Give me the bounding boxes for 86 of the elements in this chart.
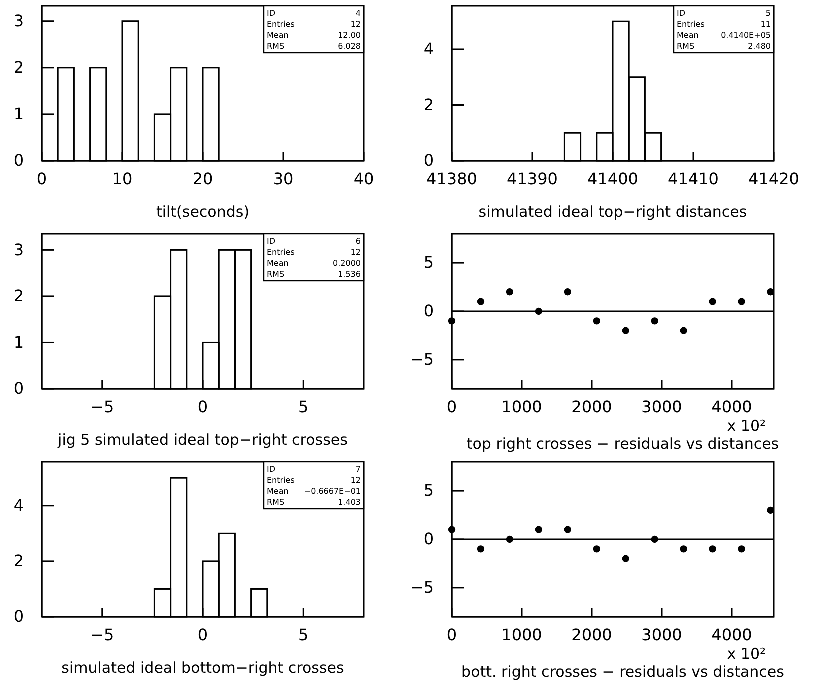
text: x 10²: [727, 417, 766, 435]
annotation: Entries: [267, 20, 295, 29]
x-tick-label: 2000: [572, 397, 612, 416]
y-tick-label: 5: [424, 481, 434, 500]
annotation: 5: [766, 9, 771, 18]
x-tick-label: 3000: [642, 397, 682, 416]
x-tick-label: 41420: [748, 169, 800, 188]
x-tick-label: −5: [90, 397, 114, 416]
annotation: 12: [350, 20, 361, 29]
y-tick-label: 0: [14, 151, 24, 170]
x-axis-title: tilt(seconds): [156, 203, 250, 221]
text: x 10²: [727, 645, 766, 663]
x-tick-label: 0: [36, 169, 48, 188]
annotation: RMS: [677, 42, 695, 51]
annotation: 7: [356, 465, 361, 474]
x-axis-title: simulated ideal top−right distances: [478, 203, 748, 221]
x-axis-title: simulated ideal bottom−right crosses: [62, 659, 345, 677]
y-tick-label: 0: [424, 151, 434, 170]
x-tick-label: 41390: [507, 169, 558, 188]
y-tick-label: 2: [424, 95, 434, 114]
annotation: ID: [267, 465, 276, 474]
x-tick-label: 4000: [712, 625, 752, 644]
x-tick-label: 41380: [426, 169, 478, 188]
annotation: 12.00: [338, 31, 361, 40]
annotation: 6: [356, 237, 361, 246]
x-tick-label: 5: [298, 397, 309, 416]
annotation: 0.2000: [333, 259, 361, 268]
x-tick-label: 0: [446, 625, 458, 644]
x-tick-label: 20: [192, 169, 214, 188]
y-tick-label: 5: [424, 253, 434, 272]
annotation: 12: [350, 476, 361, 485]
annotation: ID: [677, 9, 686, 18]
x-axis-title: top right crosses − residuals vs distances: [466, 435, 780, 453]
annotation: 12: [350, 248, 361, 257]
annotation: Mean: [267, 31, 289, 40]
annotation: RMS: [267, 270, 285, 279]
annotation: RMS: [267, 42, 285, 51]
x-tick-label: 1000: [502, 625, 542, 644]
annotation: Mean: [267, 487, 289, 496]
y-tick-label: −5: [410, 350, 434, 370]
x-tick-label: 0: [198, 397, 208, 416]
annotation: Mean: [677, 31, 699, 40]
annotation: 6.028: [338, 42, 361, 51]
x-tick-label: 30: [273, 169, 294, 188]
x-tick-label: 0: [446, 397, 458, 416]
y-tick-label: 2: [14, 286, 24, 306]
annotation: Entries: [677, 20, 705, 29]
y-tick-label: 0: [424, 530, 434, 549]
annotation: ID: [267, 9, 276, 18]
annotation: 2.480: [748, 42, 771, 51]
annotation: Mean: [267, 259, 289, 268]
y-tick-label: −5: [410, 578, 434, 598]
annotation: −0.6667E−01: [304, 487, 361, 496]
annotation: 11: [760, 20, 771, 29]
x-tick-label: 41410: [668, 169, 719, 188]
annotation: 0.4140E+05: [721, 31, 771, 40]
x-tick-label: 0: [198, 625, 208, 644]
y-tick-label: 4: [424, 40, 434, 59]
annotation: 1.403: [338, 498, 361, 507]
y-tick-label: 0: [14, 607, 24, 626]
x-tick-label: 5: [298, 625, 309, 644]
annotation: Entries: [267, 248, 295, 257]
x-tick-label: 41400: [588, 169, 638, 188]
x-axis-title: jig 5 simulated ideal top−right crosses: [57, 431, 348, 449]
x-tick-label: 2000: [572, 625, 612, 644]
x-tick-label: 40: [354, 169, 374, 188]
x-axis-title: bott. right crosses − residuals vs distances: [462, 663, 785, 681]
annotation: Entries: [267, 476, 295, 485]
y-tick-label: 4: [14, 496, 24, 516]
y-tick-label: 2: [14, 552, 24, 571]
y-tick-label: 0: [424, 302, 434, 321]
y-tick-label: 1: [14, 104, 24, 124]
x-tick-label: 1000: [502, 397, 542, 416]
y-tick-label: 1: [14, 332, 24, 352]
y-tick-label: 2: [14, 58, 24, 78]
annotation: 4: [356, 9, 361, 18]
x-tick-label: 3000: [642, 625, 682, 644]
x-tick-label: −5: [90, 625, 114, 644]
y-tick-label: 0: [14, 379, 24, 398]
x-tick-label: 4000: [712, 397, 752, 416]
annotation: 1.536: [338, 270, 361, 279]
x-tick-label: 10: [112, 169, 133, 188]
annotation: ID: [267, 237, 276, 246]
annotation: RMS: [267, 498, 285, 507]
y-tick-label: 3: [14, 240, 24, 260]
y-tick-label: 3: [14, 11, 24, 30]
